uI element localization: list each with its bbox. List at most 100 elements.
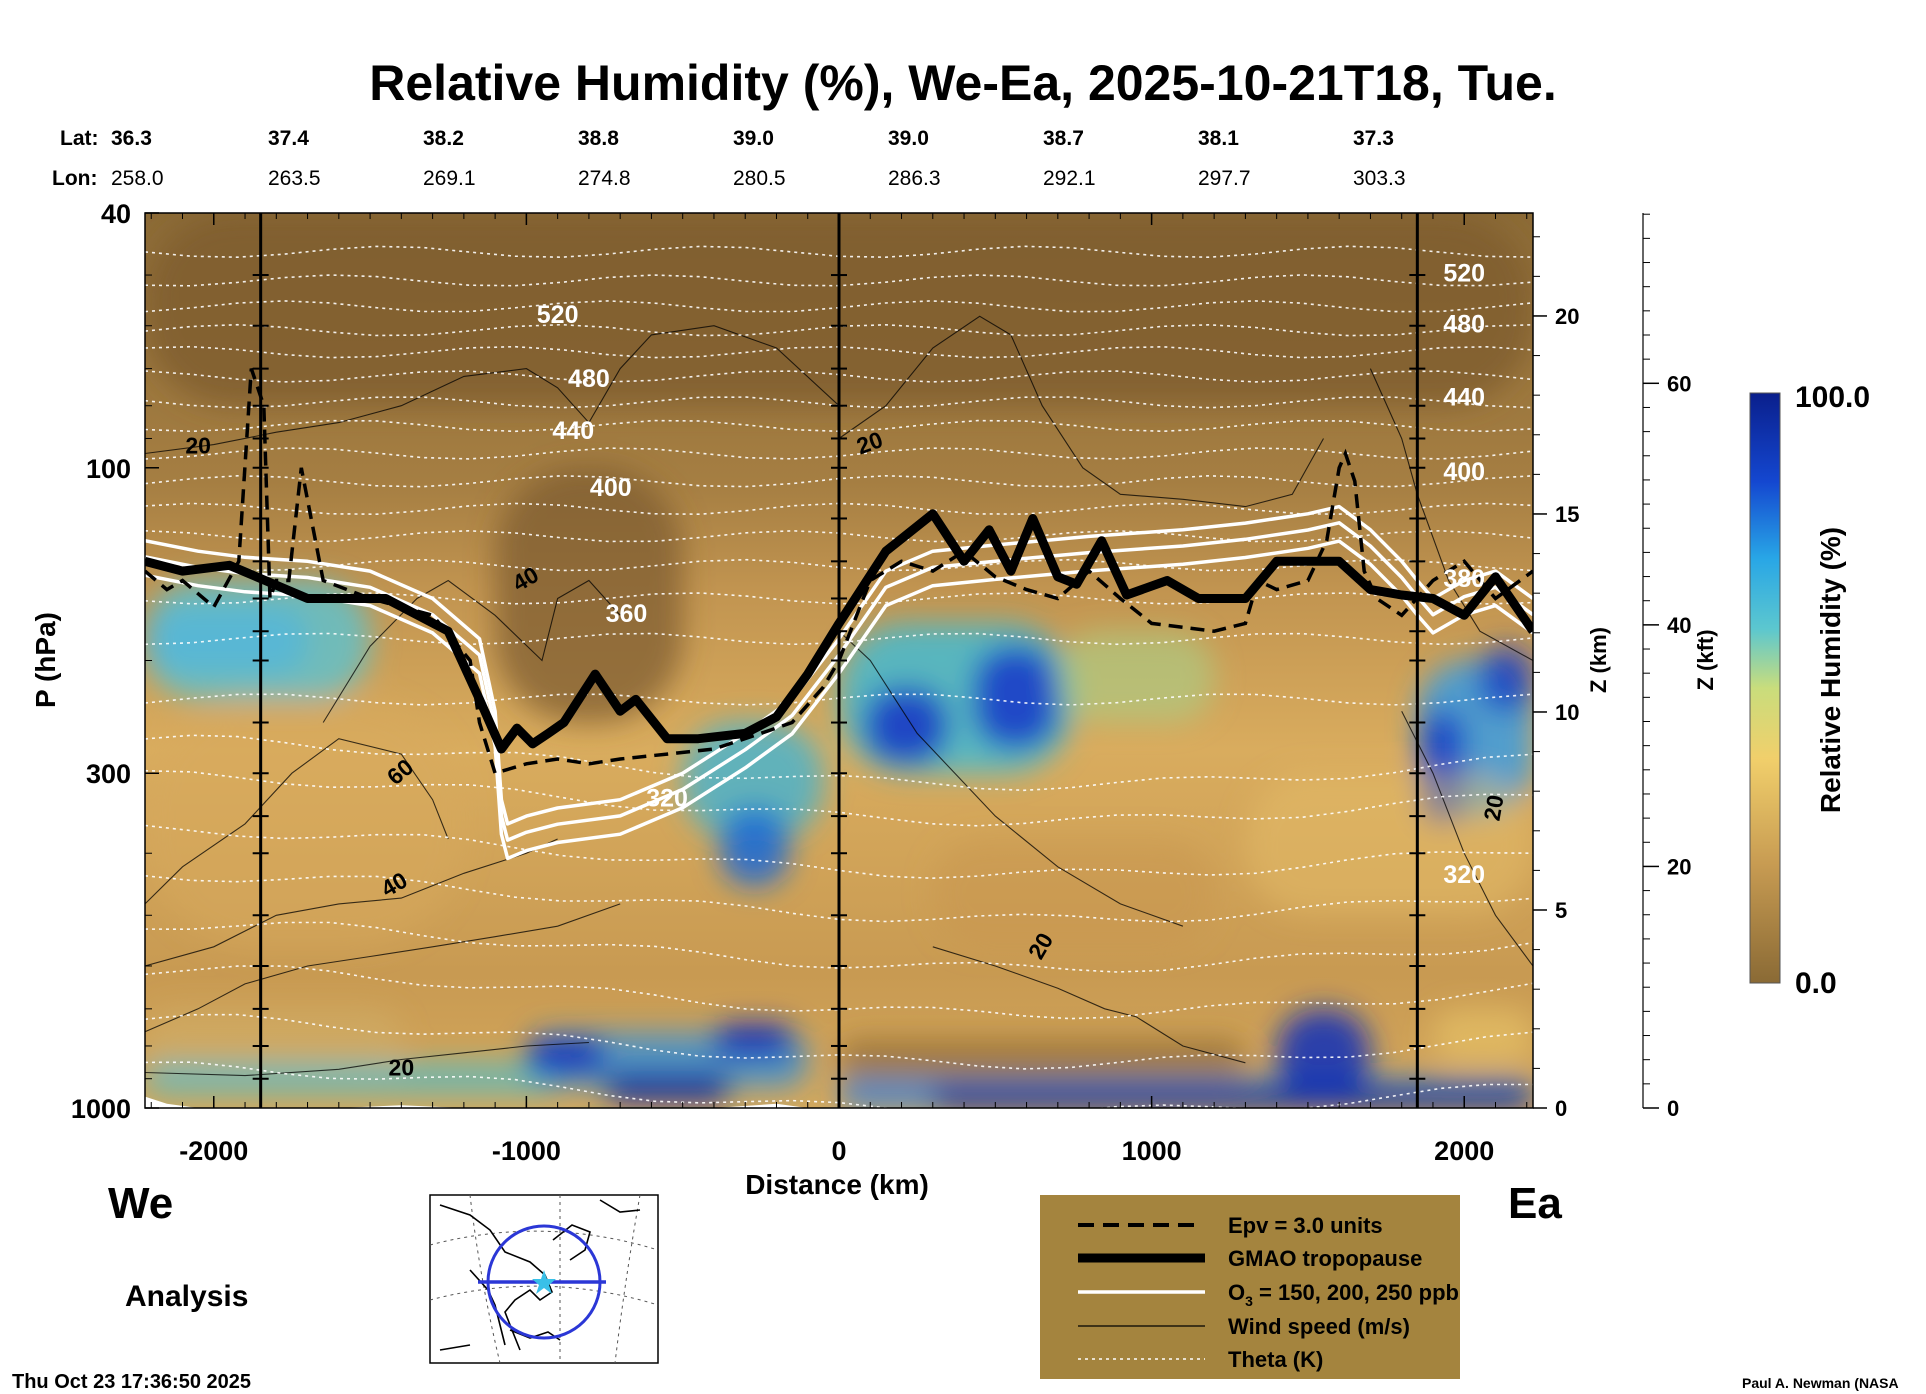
lat-label: Lat: [60, 127, 99, 150]
lon-label: Lon: [52, 167, 97, 190]
z-km-tick-label: 5 [1555, 898, 1567, 923]
lon-value: 303.3 [1353, 167, 1406, 190]
wind-contour [838, 630, 1184, 927]
y-axis-ticks: 40 100 300 1000 [71, 199, 159, 1124]
lon-value: 292.1 [1043, 167, 1096, 190]
y-axis-label: P (hPa) [30, 612, 61, 708]
legend-epv-label: Epv = 3.0 units [1228, 1213, 1383, 1238]
z-kft-label: Z (kft) [1693, 629, 1718, 690]
rh-region [932, 838, 1215, 947]
west-label: We [108, 1179, 173, 1228]
theta-line [145, 1061, 1533, 1108]
theta-label: 360 [606, 600, 648, 628]
wind-contour [145, 1041, 589, 1077]
surface-mask [145, 1096, 839, 1108]
legend: Epv = 3.0 units GMAO tropopause O3 = 150… [1040, 1195, 1460, 1379]
lat-value: 38.1 [1198, 127, 1239, 150]
z-km-tick-label: 0 [1555, 1096, 1567, 1121]
x-tick-label: -1000 [492, 1136, 561, 1166]
lon-value: 280.5 [733, 167, 786, 190]
theta-line [145, 921, 1533, 973]
tropopause-line [145, 509, 1533, 754]
rh-region [145, 607, 308, 675]
y-tick-label: 100 [86, 454, 131, 484]
wind-contour [145, 738, 449, 905]
theta-label: 320 [1443, 861, 1485, 889]
rh-region [604, 1072, 730, 1103]
rh-region [839, 1038, 1246, 1079]
x-tick-label: 1000 [1122, 1136, 1182, 1166]
theta-line [145, 693, 1533, 706]
lon-value: 258.0 [111, 167, 164, 190]
rh-region [1276, 1008, 1371, 1103]
inset-map [429, 1194, 659, 1364]
theta-line [145, 734, 1533, 792]
lon-value: 274.8 [578, 167, 631, 190]
rh-region [1479, 646, 1533, 712]
rh-region [145, 1008, 402, 1079]
z-kft-tick-label: 0 [1667, 1096, 1679, 1121]
rh-region [932, 1087, 1533, 1108]
legend-theta-label: Theta (K) [1228, 1347, 1323, 1372]
y-tick-label: 300 [86, 759, 131, 789]
theta-line [145, 769, 1533, 827]
theta-line [145, 1013, 1533, 1070]
z-kft-tick-label: 20 [1667, 854, 1691, 879]
theta-label: 480 [568, 365, 610, 393]
wind-contour [838, 315, 1324, 508]
theta-label: 400 [590, 474, 632, 502]
theta-label: 480 [1443, 310, 1485, 338]
rh-region [145, 699, 464, 947]
z-km-label: Z (km) [1586, 627, 1611, 693]
legend-tropopause-label: GMAO tropopause [1228, 1246, 1422, 1271]
x-tick-label: 0 [831, 1136, 846, 1166]
rh-region [1245, 773, 1533, 916]
vertical-markers [252, 213, 1426, 1108]
theta-line [145, 323, 1533, 337]
x-tick-label: 2000 [1434, 1136, 1494, 1166]
legend-wind-label: Wind speed (m/s) [1228, 1314, 1410, 1339]
theta-line [145, 824, 1533, 880]
lat-values: 36.3 37.4 38.2 38.8 39.0 39.0 38.7 38.1 37.3 [111, 127, 1394, 150]
lon-values: 258.0 263.5 269.1 274.8 280.5 286.3 292.1 297.7… [111, 167, 1406, 190]
wind-contour [1401, 710, 1533, 967]
z-kft-tick-label: 60 [1667, 371, 1691, 396]
lon-value: 286.3 [888, 167, 941, 190]
rh-region [145, 1062, 558, 1094]
theta-line [145, 558, 1533, 572]
wind-contour [145, 325, 840, 455]
lat-value: 36.3 [111, 127, 152, 150]
colorbar [1749, 392, 1781, 984]
lat-value: 39.0 [888, 127, 929, 150]
legend-ozone-label: O3 = 150, 200, 250 ppb [1228, 1280, 1459, 1309]
wind-contour [1369, 368, 1533, 661]
theta-line [145, 965, 1533, 1020]
lon-value: 297.7 [1198, 167, 1251, 190]
rh-region [526, 1038, 605, 1073]
theta-label: 440 [552, 417, 594, 445]
plot-area: 5204804404003603205204804404003803202040… [71, 199, 1692, 1166]
lat-value: 38.2 [423, 127, 464, 150]
z-km-tick-label: 15 [1555, 502, 1579, 527]
x-tick-label: -2000 [179, 1136, 248, 1166]
center-star-icon [532, 1270, 556, 1294]
rh-region [973, 646, 1058, 750]
wind-label: 20 [389, 1054, 415, 1080]
x-axis-label: Distance (km) [745, 1169, 929, 1200]
lat-value: 37.3 [1353, 127, 1394, 150]
timestamp: Thu Oct 23 17:36:50 2025 [12, 1371, 251, 1393]
z-km-tick-label: 10 [1555, 700, 1579, 725]
lon-value: 263.5 [268, 167, 321, 190]
y-tick-label: 40 [101, 199, 131, 229]
x-axis-ticks: -2000 -1000 0 1000 2000 [150, 213, 1528, 1166]
wind-contour [145, 903, 621, 1033]
z-kft-tick-label: 40 [1667, 613, 1691, 638]
rh-region [1057, 631, 1215, 723]
wind-contour [322, 579, 621, 723]
east-label: Ea [1508, 1179, 1562, 1228]
analysis-label: Analysis [125, 1280, 248, 1313]
theta-label: 520 [1443, 260, 1485, 288]
chart-title: Relative Humidity (%), We-Ea, 2025-10-21… [369, 55, 1556, 111]
rh-region [720, 808, 789, 886]
wind-contour [932, 946, 1246, 1064]
